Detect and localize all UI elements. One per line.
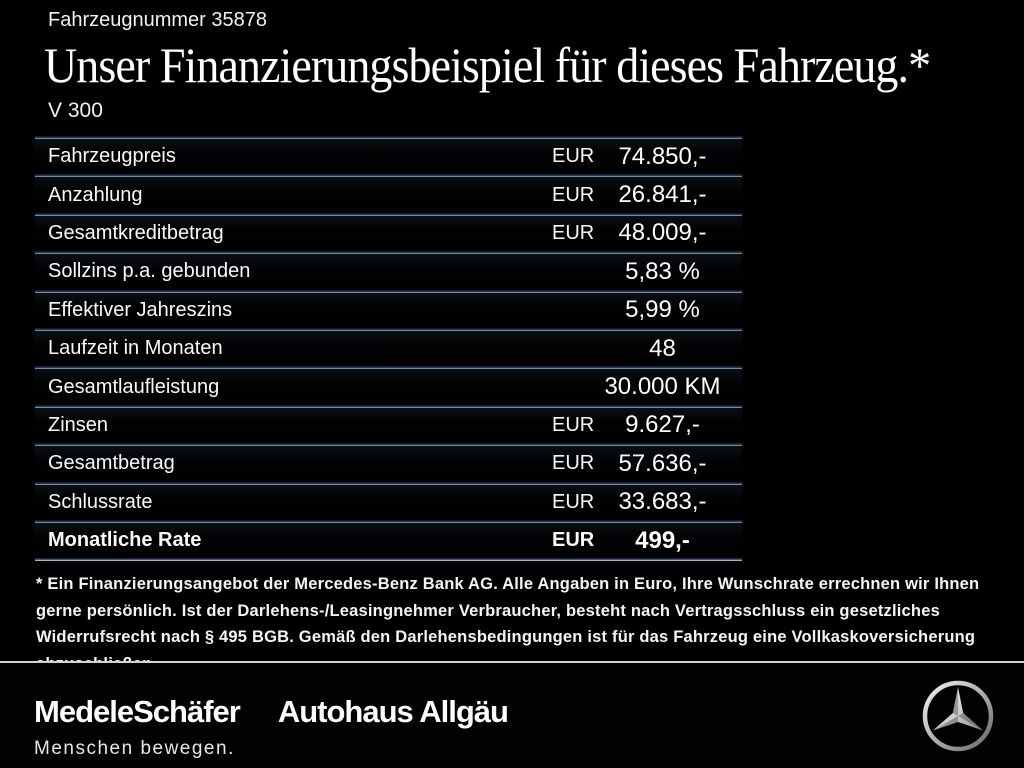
dealer-logo-autohaus-allgaeu: Autohaus Allgäu (277, 694, 509, 729)
row-value: 48.009,- (618, 219, 707, 247)
row-value: 499,- (635, 526, 690, 554)
financing-table-row: Gesamtlaufleistung 30.000 KM (35, 369, 742, 405)
financing-table-row: Laufzeit in Monaten 48 (35, 330, 742, 367)
row-separator (35, 251, 742, 255)
row-label: Zinsen (48, 413, 109, 436)
dealer-logo-medele-schaefer: MedeleSchäfer (34, 694, 241, 729)
row-separator (35, 443, 742, 447)
row-currency: EUR (552, 145, 595, 168)
row-value: 74.850,- (618, 142, 707, 170)
dealer-tagline: Menschen bewegen. (34, 738, 235, 759)
financing-table-row: Monatliche Rate EUR 499,- (35, 522, 742, 559)
row-separator (35, 366, 742, 370)
row-currency: EUR (552, 413, 595, 436)
row-label: Monatliche Rate (48, 529, 202, 552)
row-currency: EUR (552, 183, 595, 206)
row-label: Schlussrate (48, 490, 153, 513)
row-label: Sollzins p.a. gebunden (48, 260, 251, 283)
financing-table-row: Anzahlung EUR 26.841,- (35, 177, 742, 213)
row-separator (35, 174, 742, 178)
row-currency: EUR (552, 529, 595, 552)
row-value: 26.841,- (618, 181, 707, 209)
row-separator (35, 519, 742, 523)
row-separator (35, 212, 742, 216)
row-label: Gesamtlaufleistung (48, 375, 220, 398)
row-value: 9.627,- (625, 411, 700, 439)
row-value: 30.000 KM (604, 373, 721, 401)
financing-table-row: Effektiver Jahreszins 5,99 % (35, 292, 742, 328)
vehicle-number: Fahrzeugnummer 35878 (48, 9, 268, 31)
row-label: Gesamtbetrag (48, 452, 175, 475)
financing-table-row: Schlussrate EUR 33.683,- (35, 484, 742, 520)
row-value: 48 (649, 334, 676, 362)
financing-table-row: Fahrzeugpreis EUR 74.850,- (35, 139, 742, 175)
row-label: Fahrzeugpreis (48, 145, 176, 168)
row-currency: EUR (552, 490, 595, 513)
row-value: 5,99 % (625, 296, 700, 324)
row-currency: EUR (552, 221, 595, 244)
row-value: 57.636,- (618, 449, 707, 477)
row-label: Gesamtkreditbetrag (48, 221, 224, 244)
row-value: 33.683,- (618, 488, 707, 516)
row-separator (35, 136, 742, 139)
row-separator (35, 327, 742, 331)
mercedes-star-icon (918, 676, 998, 756)
page-title: Unser Finanzierungsbeispiel für dieses F… (44, 37, 931, 93)
financing-table-row: Gesamtkreditbetrag EUR 48.009,- (35, 215, 742, 252)
financing-table-row: Sollzins p.a. gebunden 5,83 % (35, 254, 742, 290)
financing-table: Fahrzeugpreis EUR 74.850,- Anzahlung EUR… (35, 136, 742, 562)
row-separator (35, 404, 742, 408)
vehicle-model: V 300 (48, 99, 103, 122)
row-label: Laufzeit in Monaten (48, 337, 223, 360)
row-separator (35, 558, 742, 562)
footer: MedeleSchäfer Autohaus Allgäu Menschen b… (0, 663, 1024, 768)
row-separator (35, 481, 742, 485)
row-separator (35, 289, 742, 293)
financing-table-row: Zinsen EUR 9.627,- (35, 407, 742, 444)
footer-divider (0, 661, 1024, 663)
row-value: 5,83 % (625, 257, 700, 285)
row-currency: EUR (552, 452, 595, 475)
row-label: Effektiver Jahreszins (48, 298, 233, 321)
row-label: Anzahlung (48, 183, 143, 206)
financing-table-row: Gesamtbetrag EUR 57.636,- (35, 446, 742, 482)
dealer-block: MedeleSchäfer Autohaus Allgäu Menschen b… (34, 694, 509, 760)
